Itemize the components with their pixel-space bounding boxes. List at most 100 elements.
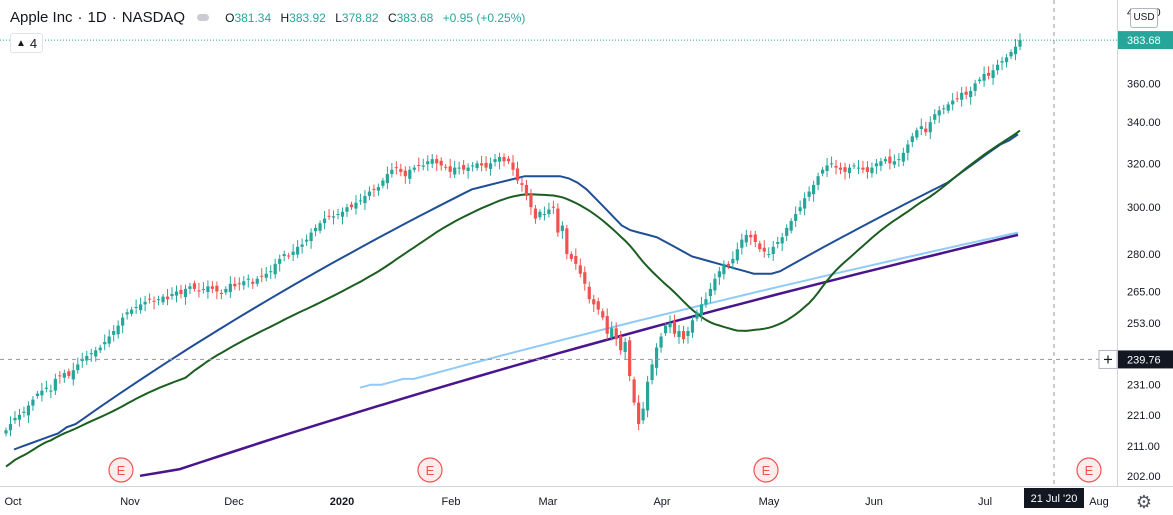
candle xyxy=(937,105,941,124)
candle-body xyxy=(385,174,389,184)
candle-body xyxy=(426,161,430,165)
candle xyxy=(479,155,484,172)
candle-body xyxy=(713,278,717,291)
candle xyxy=(686,326,690,344)
candle xyxy=(767,247,771,259)
earnings-circle xyxy=(1076,457,1102,483)
candle xyxy=(278,254,282,272)
candle-body xyxy=(192,283,197,289)
candle xyxy=(726,261,730,270)
candle-body xyxy=(251,281,255,284)
earnings-circle xyxy=(753,457,779,483)
candle xyxy=(282,250,286,262)
x-tick-label: Mar xyxy=(539,496,558,508)
candle-body xyxy=(201,288,206,290)
candle-body xyxy=(89,353,93,355)
candle xyxy=(26,401,31,424)
candle xyxy=(538,209,542,220)
candle xyxy=(242,276,246,290)
candle-body xyxy=(282,254,286,256)
candle-body xyxy=(695,312,699,319)
candle xyxy=(260,268,264,283)
candle-body xyxy=(67,371,71,376)
high-label: H xyxy=(280,10,290,25)
candle xyxy=(358,193,363,205)
candle-body xyxy=(206,286,210,292)
candle xyxy=(412,164,416,173)
candle-body xyxy=(565,228,569,255)
candle xyxy=(426,155,430,172)
candle xyxy=(506,155,511,164)
candle-body xyxy=(255,278,259,284)
candle-body xyxy=(637,402,641,425)
indicators-toggle[interactable]: ▲ 4 xyxy=(10,33,44,53)
earnings-marker[interactable]: E xyxy=(417,457,443,483)
earnings-label: E xyxy=(1085,463,1094,478)
interval-label[interactable]: 1D xyxy=(87,9,107,26)
candle xyxy=(31,396,35,411)
candle xyxy=(771,240,775,261)
candle xyxy=(475,160,479,171)
candle xyxy=(179,284,183,299)
close-label: C xyxy=(387,10,397,25)
candle-body xyxy=(471,165,475,167)
candle xyxy=(116,320,120,339)
candle xyxy=(421,158,425,171)
market-status-dot[interactable] xyxy=(197,14,210,21)
earnings-marker[interactable]: E xyxy=(1076,457,1102,483)
candle-body xyxy=(322,218,327,224)
candle xyxy=(838,162,843,175)
candle-body xyxy=(825,165,829,172)
candle xyxy=(942,104,946,115)
earnings-label: E xyxy=(762,463,771,478)
candle-body xyxy=(125,312,129,315)
candle xyxy=(646,375,650,418)
price-axis[interactable] xyxy=(1117,0,1173,515)
candle xyxy=(372,184,376,197)
candle xyxy=(53,373,57,395)
candle xyxy=(156,295,161,306)
candle-body xyxy=(910,136,914,143)
candle-body xyxy=(605,315,609,334)
candle xyxy=(22,406,26,418)
candle-body xyxy=(107,336,111,344)
candle xyxy=(749,230,753,245)
earnings-marker[interactable]: E xyxy=(753,457,779,483)
y-tick-label: 221.00 xyxy=(1127,410,1161,422)
candle xyxy=(192,280,197,292)
candle xyxy=(924,121,928,136)
candle-body xyxy=(578,265,582,274)
candle-body xyxy=(260,275,264,277)
candle xyxy=(215,281,219,300)
earnings-marker[interactable]: E xyxy=(108,457,134,483)
candle-body xyxy=(861,167,865,170)
candle-body xyxy=(98,347,102,351)
candle-body xyxy=(964,91,968,95)
ohlc-values: O381.34 H383.92 L378.82 C383.68 +0.95 (+… xyxy=(225,11,531,25)
candle xyxy=(614,322,618,347)
candle-body xyxy=(174,291,179,296)
y-tick-label: 360.00 xyxy=(1127,78,1161,90)
candle-body xyxy=(583,272,587,284)
candle-body xyxy=(601,311,605,318)
candle xyxy=(354,195,358,215)
y-tick-label: 300.00 xyxy=(1127,202,1161,214)
candle xyxy=(964,86,968,100)
currency-button[interactable]: USD xyxy=(1130,8,1158,28)
candle-body xyxy=(690,320,695,333)
candle-body xyxy=(520,183,524,185)
candle-body xyxy=(62,373,66,378)
candle xyxy=(1000,56,1004,71)
candle xyxy=(906,140,910,161)
candle xyxy=(520,177,524,192)
candle xyxy=(94,346,98,362)
chart-legend: Apple Inc · 1D · NASDAQ O381.34 H383.92 … xyxy=(10,9,531,26)
candle xyxy=(542,206,547,221)
gear-icon[interactable]: ⚙ xyxy=(1135,492,1153,512)
candle xyxy=(789,218,793,234)
candle xyxy=(874,159,879,174)
candle-body xyxy=(919,126,923,129)
candle-body xyxy=(677,331,681,338)
candle-body xyxy=(130,309,134,314)
